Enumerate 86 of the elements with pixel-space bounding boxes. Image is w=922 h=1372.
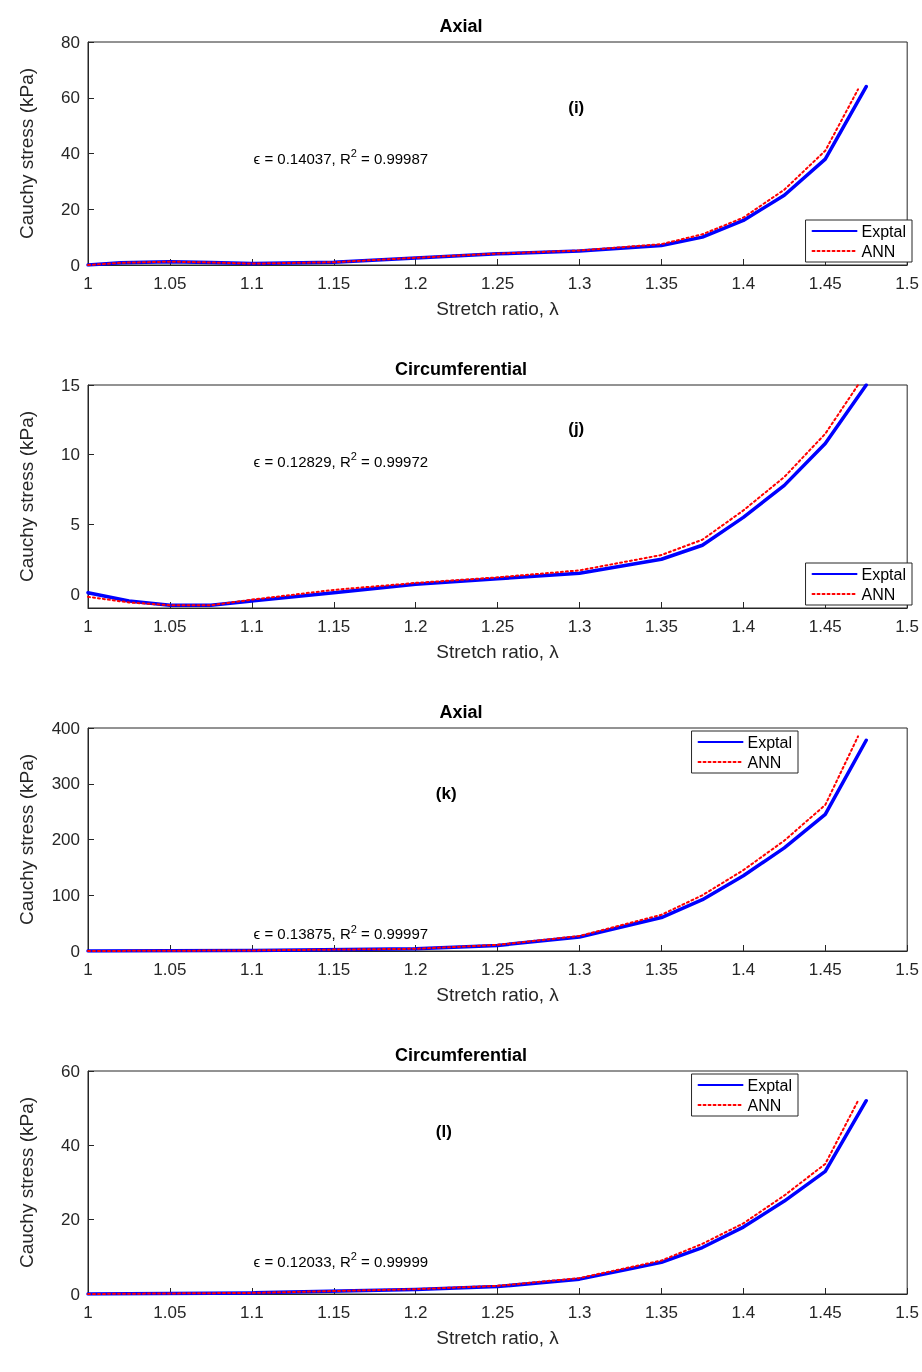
x-tick-label: 1.1 [240, 274, 264, 293]
x-tick-label: 1 [83, 617, 93, 636]
y-tick-label: 300 [51, 774, 80, 794]
y-tick-label: 0 [70, 584, 80, 604]
x-tick-label: 1.15 [317, 617, 351, 636]
x-tick-label: 1.45 [808, 274, 842, 293]
x-tick-label: 1.1 [240, 960, 264, 979]
y-tick-label: 0 [70, 1284, 80, 1304]
annotation: (k) [435, 783, 457, 803]
x-tick-label: 1.25 [481, 960, 515, 979]
x-tick-label: 1.35 [644, 617, 678, 636]
y-tick-label: 400 [51, 718, 80, 738]
y-axis-title: Cauchy stress (kPa) [16, 1096, 37, 1269]
y-tick-label: 20 [61, 1210, 80, 1230]
legend-label: ANN [747, 753, 782, 771]
x-tick-label: 1.4 [731, 617, 756, 636]
y-tick-label: 40 [61, 1135, 80, 1155]
legend-label: Exptal [861, 222, 906, 240]
x-tick-label: 1.2 [403, 617, 428, 636]
x-tick-label: 1.4 [731, 960, 756, 979]
x-tick-label: 1.25 [481, 1303, 515, 1322]
y-tick-label: 15 [61, 375, 80, 395]
x-tick-label: 1.05 [153, 960, 187, 979]
y-tick-label: 40 [61, 144, 80, 163]
x-axis-title: Stretch ratio, λ [436, 1327, 560, 1348]
x-tick-label: 1.05 [153, 1303, 187, 1322]
chart-title: Circumferential [394, 359, 528, 379]
x-tick-label: 1.35 [644, 274, 678, 293]
y-tick-label: 20 [61, 199, 80, 219]
y-tick-label: 0 [70, 941, 80, 961]
y-tick-label: 5 [70, 514, 80, 534]
y-tick-label: 200 [51, 830, 80, 849]
x-tick-label: 1.05 [153, 617, 187, 636]
y-axis-title: Cauchy stress (kPa) [16, 410, 37, 583]
y-axis-title: Cauchy stress (kPa) [16, 753, 37, 926]
x-tick-label: 1.3 [567, 1303, 592, 1322]
chart-title: Circumferential [394, 1045, 528, 1065]
x-axis-title: Stretch ratio, λ [436, 641, 560, 662]
x-tick-label: 1 [83, 1303, 93, 1322]
x-tick-label: 1.1 [240, 617, 264, 636]
x-axis-title: Stretch ratio, λ [436, 298, 560, 319]
x-axis-title: Stretch ratio, λ [436, 984, 560, 1005]
x-tick-label: 1.5 [895, 617, 919, 636]
legend-label: Exptal [861, 565, 906, 583]
x-tick-label: 1.5 [895, 274, 919, 293]
x-tick-label: 1.4 [731, 1303, 756, 1322]
annotation: (l) [435, 1122, 452, 1142]
x-tick-label: 1.45 [808, 960, 842, 979]
x-tick-label: 1 [83, 274, 93, 293]
legend-label: Exptal [747, 733, 792, 751]
y-tick-label: 100 [51, 885, 80, 905]
chart-title: Axial [439, 16, 483, 36]
x-tick-label: 1.3 [567, 274, 592, 293]
x-tick-label: 1.5 [895, 960, 919, 979]
y-axis-title: Cauchy stress (kPa) [16, 67, 37, 240]
legend-label: ANN [861, 585, 896, 603]
x-tick-label: 1.2 [403, 960, 428, 979]
chart-title: Axial [439, 702, 483, 722]
x-tick-label: 1.3 [567, 960, 592, 979]
legend-label: Exptal [747, 1076, 792, 1094]
x-tick-label: 1.25 [481, 274, 515, 293]
x-tick-label: 1.45 [808, 617, 842, 636]
x-tick-label: 1.15 [317, 274, 351, 293]
x-tick-label: 1.1 [240, 1303, 264, 1322]
y-tick-label: 60 [61, 88, 80, 108]
y-tick-label: 0 [70, 255, 80, 275]
x-tick-label: 1 [83, 960, 93, 979]
x-tick-label: 1.4 [731, 274, 756, 293]
x-tick-label: 1.05 [153, 274, 187, 293]
x-tick-label: 1.35 [644, 960, 678, 979]
legend-label: ANN [747, 1096, 782, 1114]
x-tick-label: 1.3 [567, 617, 592, 636]
x-tick-label: 1.25 [481, 617, 515, 636]
annotation: (j) [568, 418, 585, 438]
x-tick-label: 1.2 [403, 274, 428, 293]
x-tick-label: 1.35 [644, 1303, 678, 1322]
y-tick-label: 80 [61, 32, 80, 52]
x-tick-label: 1.45 [808, 1303, 842, 1322]
x-tick-label: 1.15 [317, 1303, 351, 1322]
x-tick-label: 1.15 [317, 960, 351, 979]
annotation: (i) [568, 97, 585, 117]
y-tick-label: 60 [61, 1061, 80, 1081]
x-tick-label: 1.2 [403, 1303, 428, 1322]
x-tick-label: 1.5 [895, 1303, 919, 1322]
legend-label: ANN [861, 242, 896, 260]
y-tick-label: 10 [61, 445, 80, 465]
